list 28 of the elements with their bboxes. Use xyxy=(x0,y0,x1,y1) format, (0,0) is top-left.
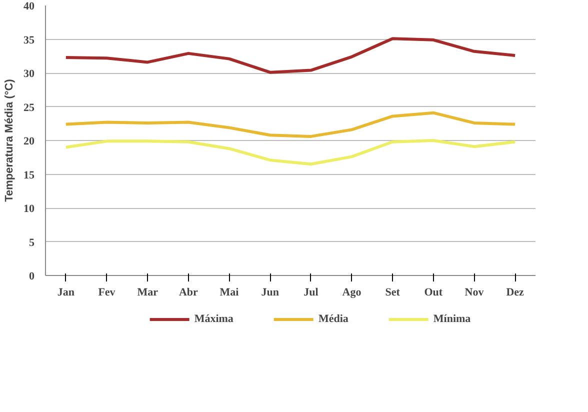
line-series xyxy=(64,139,517,166)
x-tick-label: Out xyxy=(424,286,443,298)
x-tick-label: Jul xyxy=(304,286,318,298)
y-tick-label: 15 xyxy=(24,169,35,182)
y-tick-label: 30 xyxy=(24,68,35,80)
x-tick-label: Fev xyxy=(98,286,116,298)
y-axis-title: Temperatura Média (°C) xyxy=(4,78,16,202)
x-tick-label: Mar xyxy=(137,286,158,298)
y-tick-label: 25 xyxy=(24,102,35,114)
line-series xyxy=(64,111,517,138)
y-tick-label: 40 xyxy=(24,0,35,12)
y-tick-label: 20 xyxy=(24,136,35,148)
y-tick-label: 10 xyxy=(24,203,35,215)
x-tick-label: Dez xyxy=(506,286,524,298)
y-tick-label: 35 xyxy=(24,34,35,46)
y-tick-label: 0 xyxy=(29,270,35,282)
x-tick-label: Nov xyxy=(464,286,484,298)
y-tick-label: 5 xyxy=(29,236,35,249)
x-tick-label: Abr xyxy=(178,286,198,298)
legend-label: Máxima xyxy=(194,313,234,325)
legend-label: Mínima xyxy=(433,313,471,325)
legend-label: Média xyxy=(318,313,348,325)
x-tick-label: Jun xyxy=(261,286,279,298)
x-tick-label: Jan xyxy=(57,286,74,298)
x-tick-label: Ago xyxy=(342,286,362,298)
line-series xyxy=(64,37,517,74)
x-tick-label: Mai xyxy=(220,286,239,298)
x-tick-label: Set xyxy=(385,286,400,298)
